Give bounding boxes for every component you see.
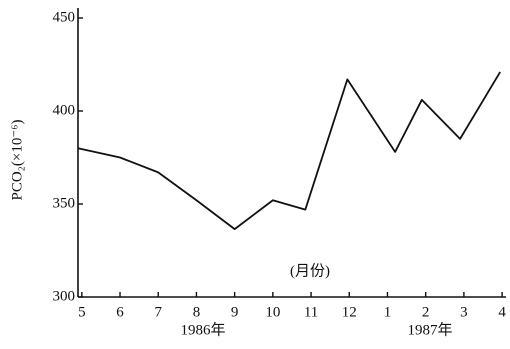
x-tick-label: 7 bbox=[154, 304, 162, 320]
annotation: 1987年 bbox=[407, 321, 452, 338]
x-tick-label: 11 bbox=[304, 304, 318, 320]
x-tick-label: 10 bbox=[265, 304, 280, 320]
y-tick-label: 350 bbox=[53, 195, 76, 211]
annotation: (月份) bbox=[290, 262, 330, 279]
x-tick-label: 4 bbox=[498, 304, 506, 320]
data-line bbox=[77, 71, 501, 231]
y-tick-label: 450 bbox=[53, 9, 76, 25]
x-tick-label: 9 bbox=[231, 304, 239, 320]
x-tick-label: 2 bbox=[422, 304, 430, 320]
x-tick-label: 3 bbox=[460, 304, 468, 320]
x-tick-label: 8 bbox=[193, 304, 201, 320]
y-tick-label: 300 bbox=[53, 288, 76, 304]
x-tick-label: 1 bbox=[384, 304, 392, 320]
x-tick-label: 12 bbox=[342, 304, 357, 320]
y-tick-label: 400 bbox=[53, 102, 76, 118]
x-tick-label: 5 bbox=[78, 304, 86, 320]
y-axis-label: PCO₂(×10⁻⁶) bbox=[9, 119, 25, 200]
annotation: 1986年 bbox=[180, 321, 225, 338]
x-tick-label: 6 bbox=[116, 304, 124, 320]
